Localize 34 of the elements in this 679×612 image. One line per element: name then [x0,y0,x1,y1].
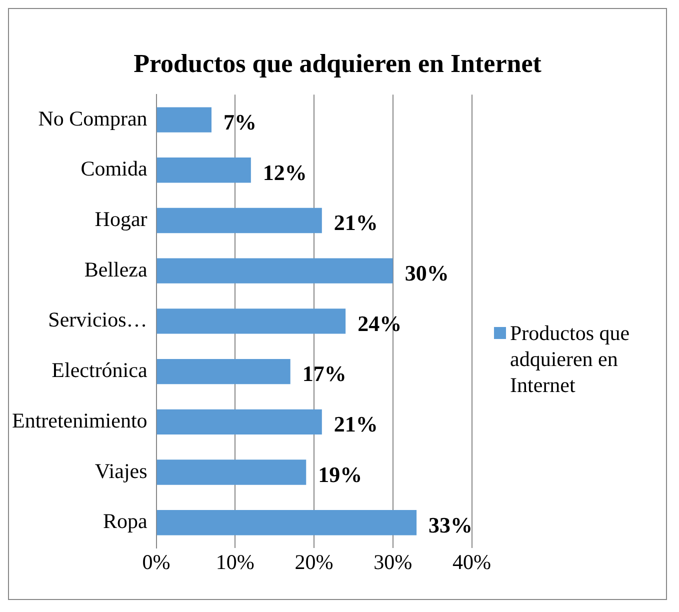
y-tick-label: Comida [80,156,148,181]
data-label: 30% [404,260,449,286]
data-label: 21% [334,412,378,437]
data-label: 19% [318,462,362,487]
bar [156,358,290,384]
legend-label: Productos que adquieren en Internet [510,320,631,398]
y-tick-label: Hogar [94,207,148,232]
y-tick-label: Ropa [102,509,148,534]
y-tick-label: Entretenimiento [12,408,148,432]
bar [156,208,322,234]
data-label: 12% [262,160,307,185]
x-tick-label: 20% [294,550,334,574]
bar [156,510,417,536]
bar [156,409,322,434]
y-tick-label: Viajes [94,458,148,483]
data-label: 33% [428,512,473,538]
x-tick-label: 30% [374,550,412,574]
bar [156,460,306,485]
x-tick-label: 10% [216,550,254,574]
y-tick-label: Servicios… [48,308,148,332]
y-tick-label: No Compran [38,106,148,130]
y-tick-label: Electrónica [52,358,148,382]
data-label: 21% [334,210,378,236]
bar [156,107,212,132]
x-tick-label: 40% [452,550,492,574]
y-tick-label: Belleza [84,257,148,282]
bar [156,308,346,334]
data-label: 7% [223,109,256,134]
data-label: 24% [358,310,402,336]
data-label: 17% [302,361,346,386]
chart-title: Productos que adquieren en Internet [132,49,542,79]
bar [156,158,251,183]
x-tick-label: 0% [142,550,170,574]
bar [156,258,393,284]
